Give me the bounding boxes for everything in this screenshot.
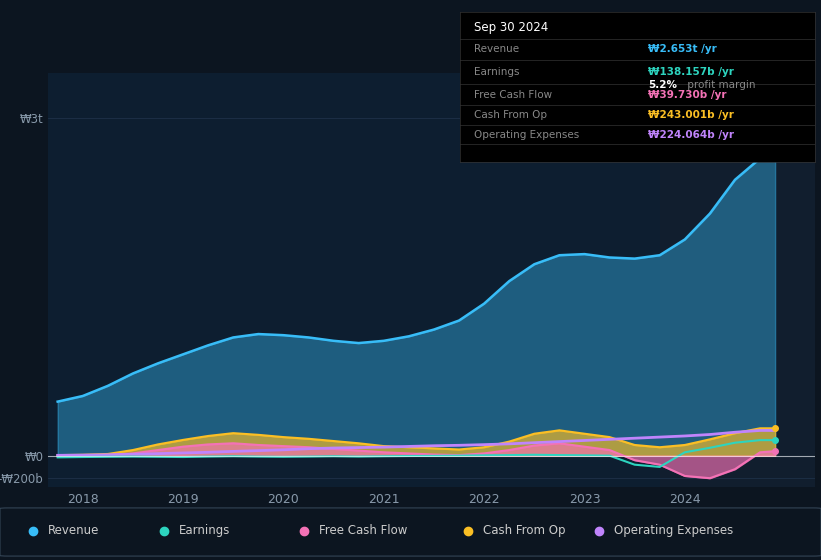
Text: 5.2%: 5.2% <box>648 81 677 91</box>
Text: Free Cash Flow: Free Cash Flow <box>475 90 553 100</box>
Text: Revenue: Revenue <box>475 44 520 54</box>
Text: ₩2.653t /yr: ₩2.653t /yr <box>648 44 717 54</box>
Bar <box>660 73 815 487</box>
Text: Operating Expenses: Operating Expenses <box>475 130 580 140</box>
Text: Cash From Op: Cash From Op <box>483 524 565 538</box>
Text: Operating Expenses: Operating Expenses <box>614 524 733 538</box>
Text: Earnings: Earnings <box>475 67 520 77</box>
Text: Free Cash Flow: Free Cash Flow <box>319 524 407 538</box>
Text: Earnings: Earnings <box>179 524 231 538</box>
Text: Cash From Op: Cash From Op <box>475 110 548 120</box>
Text: ₩39.730b /yr: ₩39.730b /yr <box>648 90 727 100</box>
Text: ₩138.157b /yr: ₩138.157b /yr <box>648 67 734 77</box>
Text: Revenue: Revenue <box>48 524 99 538</box>
Text: profit margin: profit margin <box>684 81 755 91</box>
Text: Sep 30 2024: Sep 30 2024 <box>475 21 548 34</box>
Text: ₩243.001b /yr: ₩243.001b /yr <box>648 110 734 120</box>
Text: ₩224.064b /yr: ₩224.064b /yr <box>648 130 734 140</box>
